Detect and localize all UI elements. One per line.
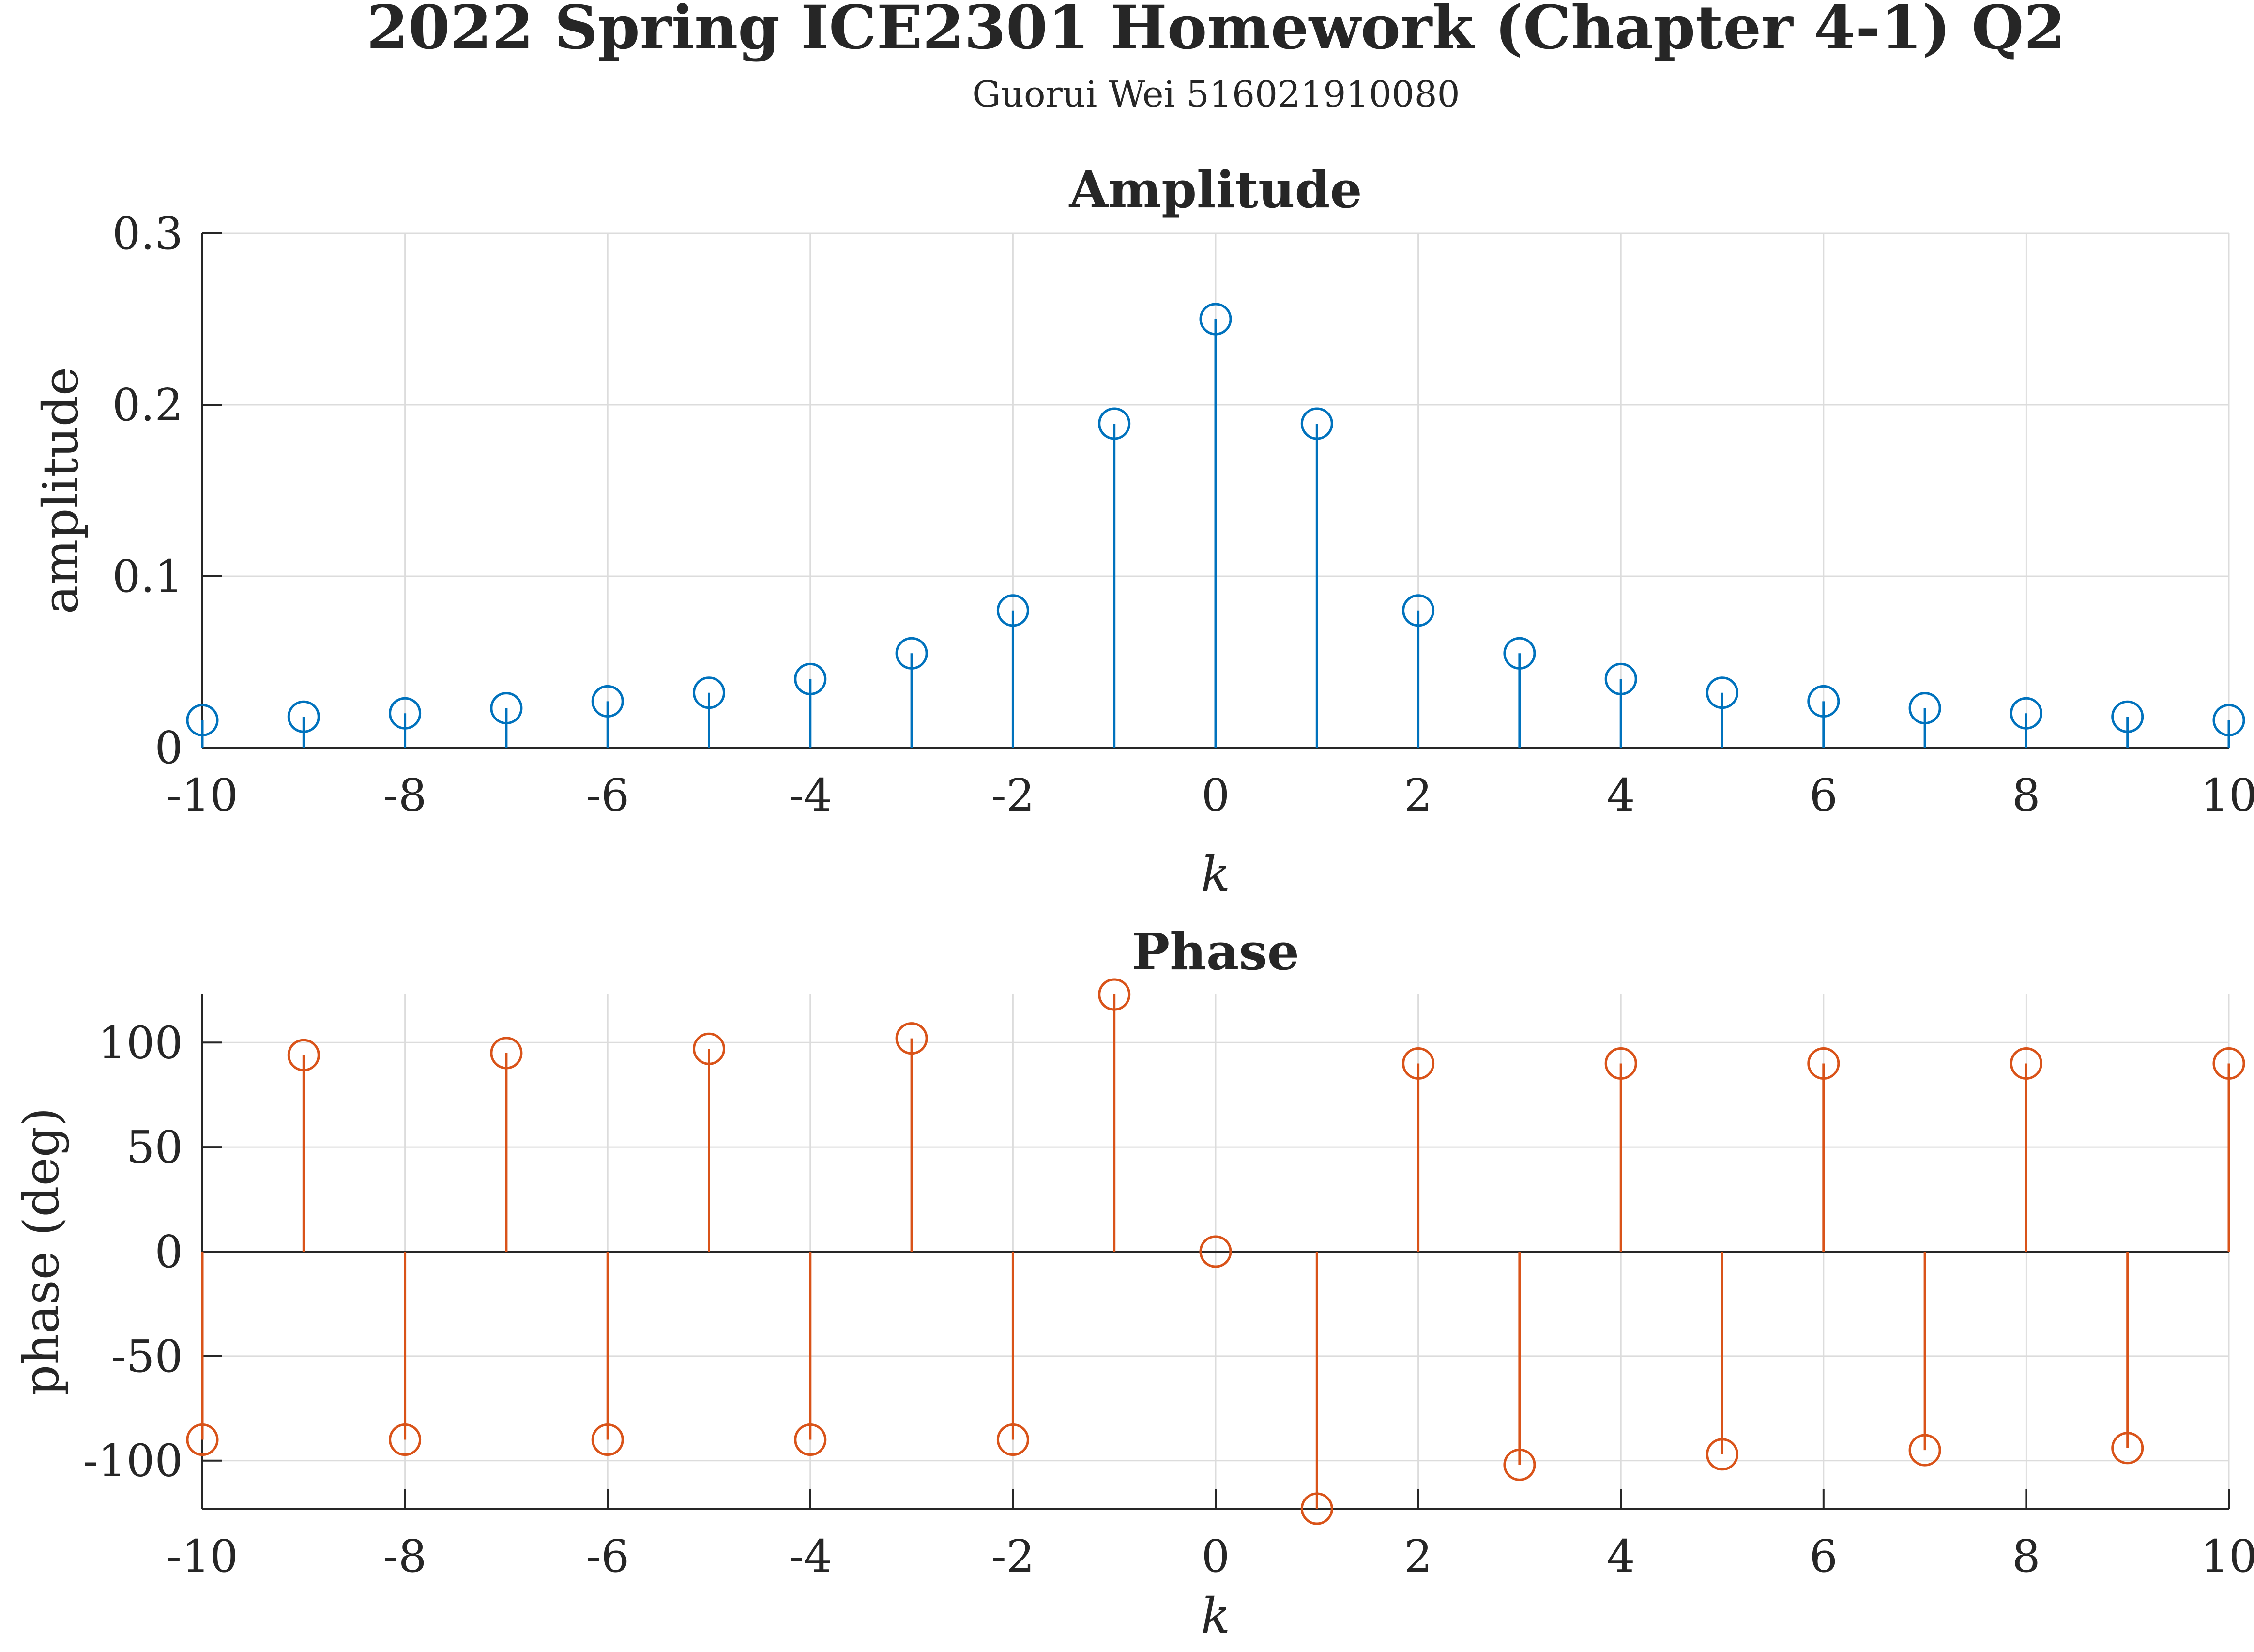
- chart0-xtick-label-1: -8: [383, 769, 427, 821]
- chart1-xtick-label-3: -4: [789, 1530, 832, 1582]
- chart1-ytick-label-0: -100: [83, 1435, 183, 1487]
- chart0-xtick-label-7: 4: [1607, 769, 1635, 821]
- chart0-marker-7: [895, 637, 928, 670]
- chart0-xtick-label-4: -2: [991, 769, 1035, 821]
- chart1-xtick-label-6: 2: [1404, 1530, 1432, 1582]
- chart0-marker-4: [591, 685, 624, 718]
- chart0-marker-8: [996, 594, 1029, 627]
- figure-subtitle: Guorui Wei 516021910080: [972, 74, 1460, 115]
- chart1-title: Phase: [1132, 922, 1299, 981]
- chart0-marker-10: [1199, 303, 1232, 336]
- figure-title: 2022 Spring ICE2301 Homework (Chapter 4-…: [366, 0, 2066, 63]
- chart0-xlabel: k: [1201, 846, 1231, 902]
- chart0-ytick-label-0: 0: [154, 722, 183, 774]
- chart0-marker-3: [490, 692, 523, 725]
- chart0-ylabel: amplitude: [32, 367, 89, 614]
- chart1-marker-7: [895, 1022, 928, 1055]
- chart1-xtick-label-0: -10: [167, 1530, 238, 1582]
- chart1-marker-5: [693, 1032, 725, 1065]
- chart1-xtick-label-5: 0: [1202, 1530, 1230, 1582]
- chart0-marker-2: [389, 697, 422, 730]
- chart0-marker-14: [1604, 662, 1637, 695]
- chart1-marker-16: [1807, 1047, 1840, 1080]
- chart1-marker-19: [2111, 1432, 2144, 1465]
- chart1-ytick-label-2: 0: [154, 1226, 183, 1278]
- chart1-marker-0: [186, 1423, 219, 1456]
- chart0-xtick-label-9: 8: [2012, 769, 2041, 821]
- chart1-xtick-label-7: 4: [1607, 1530, 1635, 1582]
- chart0-marker-13: [1503, 637, 1536, 670]
- chart1-ytick-label-1: -50: [111, 1331, 183, 1382]
- chart0-xtick-label-10: 10: [2200, 769, 2254, 821]
- chart1-marker-13: [1503, 1448, 1536, 1481]
- chart0-marker-12: [1402, 594, 1435, 627]
- chart0-marker-6: [794, 662, 827, 695]
- chart1-ylabel: phase (deg): [13, 1107, 70, 1396]
- chart1-marker-1: [287, 1039, 320, 1071]
- chart0-marker-1: [287, 700, 320, 733]
- chart0-title: Amplitude: [1068, 160, 1362, 219]
- chart1-marker-3: [490, 1037, 523, 1070]
- chart1-marker-9: [1098, 978, 1131, 1011]
- chart0-marker-0: [186, 704, 219, 736]
- chart1-marker-2: [389, 1423, 422, 1456]
- chart0-marker-20: [2212, 704, 2245, 736]
- chart0-marker-15: [1706, 676, 1738, 709]
- chart1-xtick-label-8: 6: [1810, 1530, 1838, 1582]
- chart1-marker-17: [1908, 1434, 1941, 1467]
- chart1-xtick-label-10: 10: [2200, 1530, 2254, 1582]
- chart1-marker-10: [1199, 1235, 1232, 1268]
- chart0-marker-16: [1807, 685, 1840, 718]
- chart1-ytick-label-4: 100: [98, 1017, 183, 1069]
- chart0-marker-11: [1300, 407, 1333, 440]
- chart1-marker-8: [996, 1423, 1029, 1456]
- chart1-xtick-label-2: -6: [586, 1530, 629, 1582]
- chart1-marker-15: [1706, 1438, 1738, 1471]
- amplitude-plot: -10 -8 -6 -4 -2 0 2 4 6 8 10 0 0.1 0.2 0.3 Amplitude k am…: [32, 160, 2254, 902]
- chart0-xtick-label-8: 6: [1810, 769, 1838, 821]
- chart0-marker-9: [1098, 407, 1131, 440]
- chart0-xtick-label-5: 0: [1202, 769, 1230, 821]
- chart0-xtick-label-6: 2: [1404, 769, 1432, 821]
- chart1-xlabel: k: [1201, 1588, 1231, 1644]
- chart0-marker-5: [693, 676, 725, 709]
- chart0-xtick-label-2: -6: [586, 769, 629, 821]
- chart1-xtick-label-4: -2: [991, 1530, 1035, 1582]
- chart0-ytick-label-1: 0.1: [112, 551, 183, 602]
- chart1-marker-20: [2212, 1047, 2245, 1080]
- chart1-xtick-label-1: -8: [383, 1530, 427, 1582]
- chart0-marker-19: [2111, 700, 2144, 733]
- chart0-marker-18: [2010, 697, 2042, 730]
- chart1-xtick-label-9: 8: [2012, 1530, 2041, 1582]
- chart0-ytick-label-3: 0.3: [112, 208, 183, 260]
- chart1-marker-11: [1300, 1492, 1333, 1525]
- chart0-marker-17: [1908, 692, 1941, 725]
- chart1-marker-6: [794, 1423, 827, 1456]
- chart1-ytick-label-3: 50: [126, 1121, 183, 1173]
- phase-plot: -10 -8 -6 -4 -2 0 2 4 6 8 10 -100 -50 0 50 100 Phase k pha…: [13, 922, 2254, 1644]
- chart1-marker-12: [1402, 1047, 1435, 1080]
- chart0-ytick-label-2: 0.2: [112, 379, 183, 431]
- chart1-marker-4: [591, 1423, 624, 1456]
- chart0-xtick-label-0: -10: [167, 769, 238, 821]
- chart1-marker-18: [2010, 1047, 2042, 1080]
- chart0-xtick-label-3: -4: [789, 769, 832, 821]
- chart1-marker-14: [1604, 1047, 1637, 1080]
